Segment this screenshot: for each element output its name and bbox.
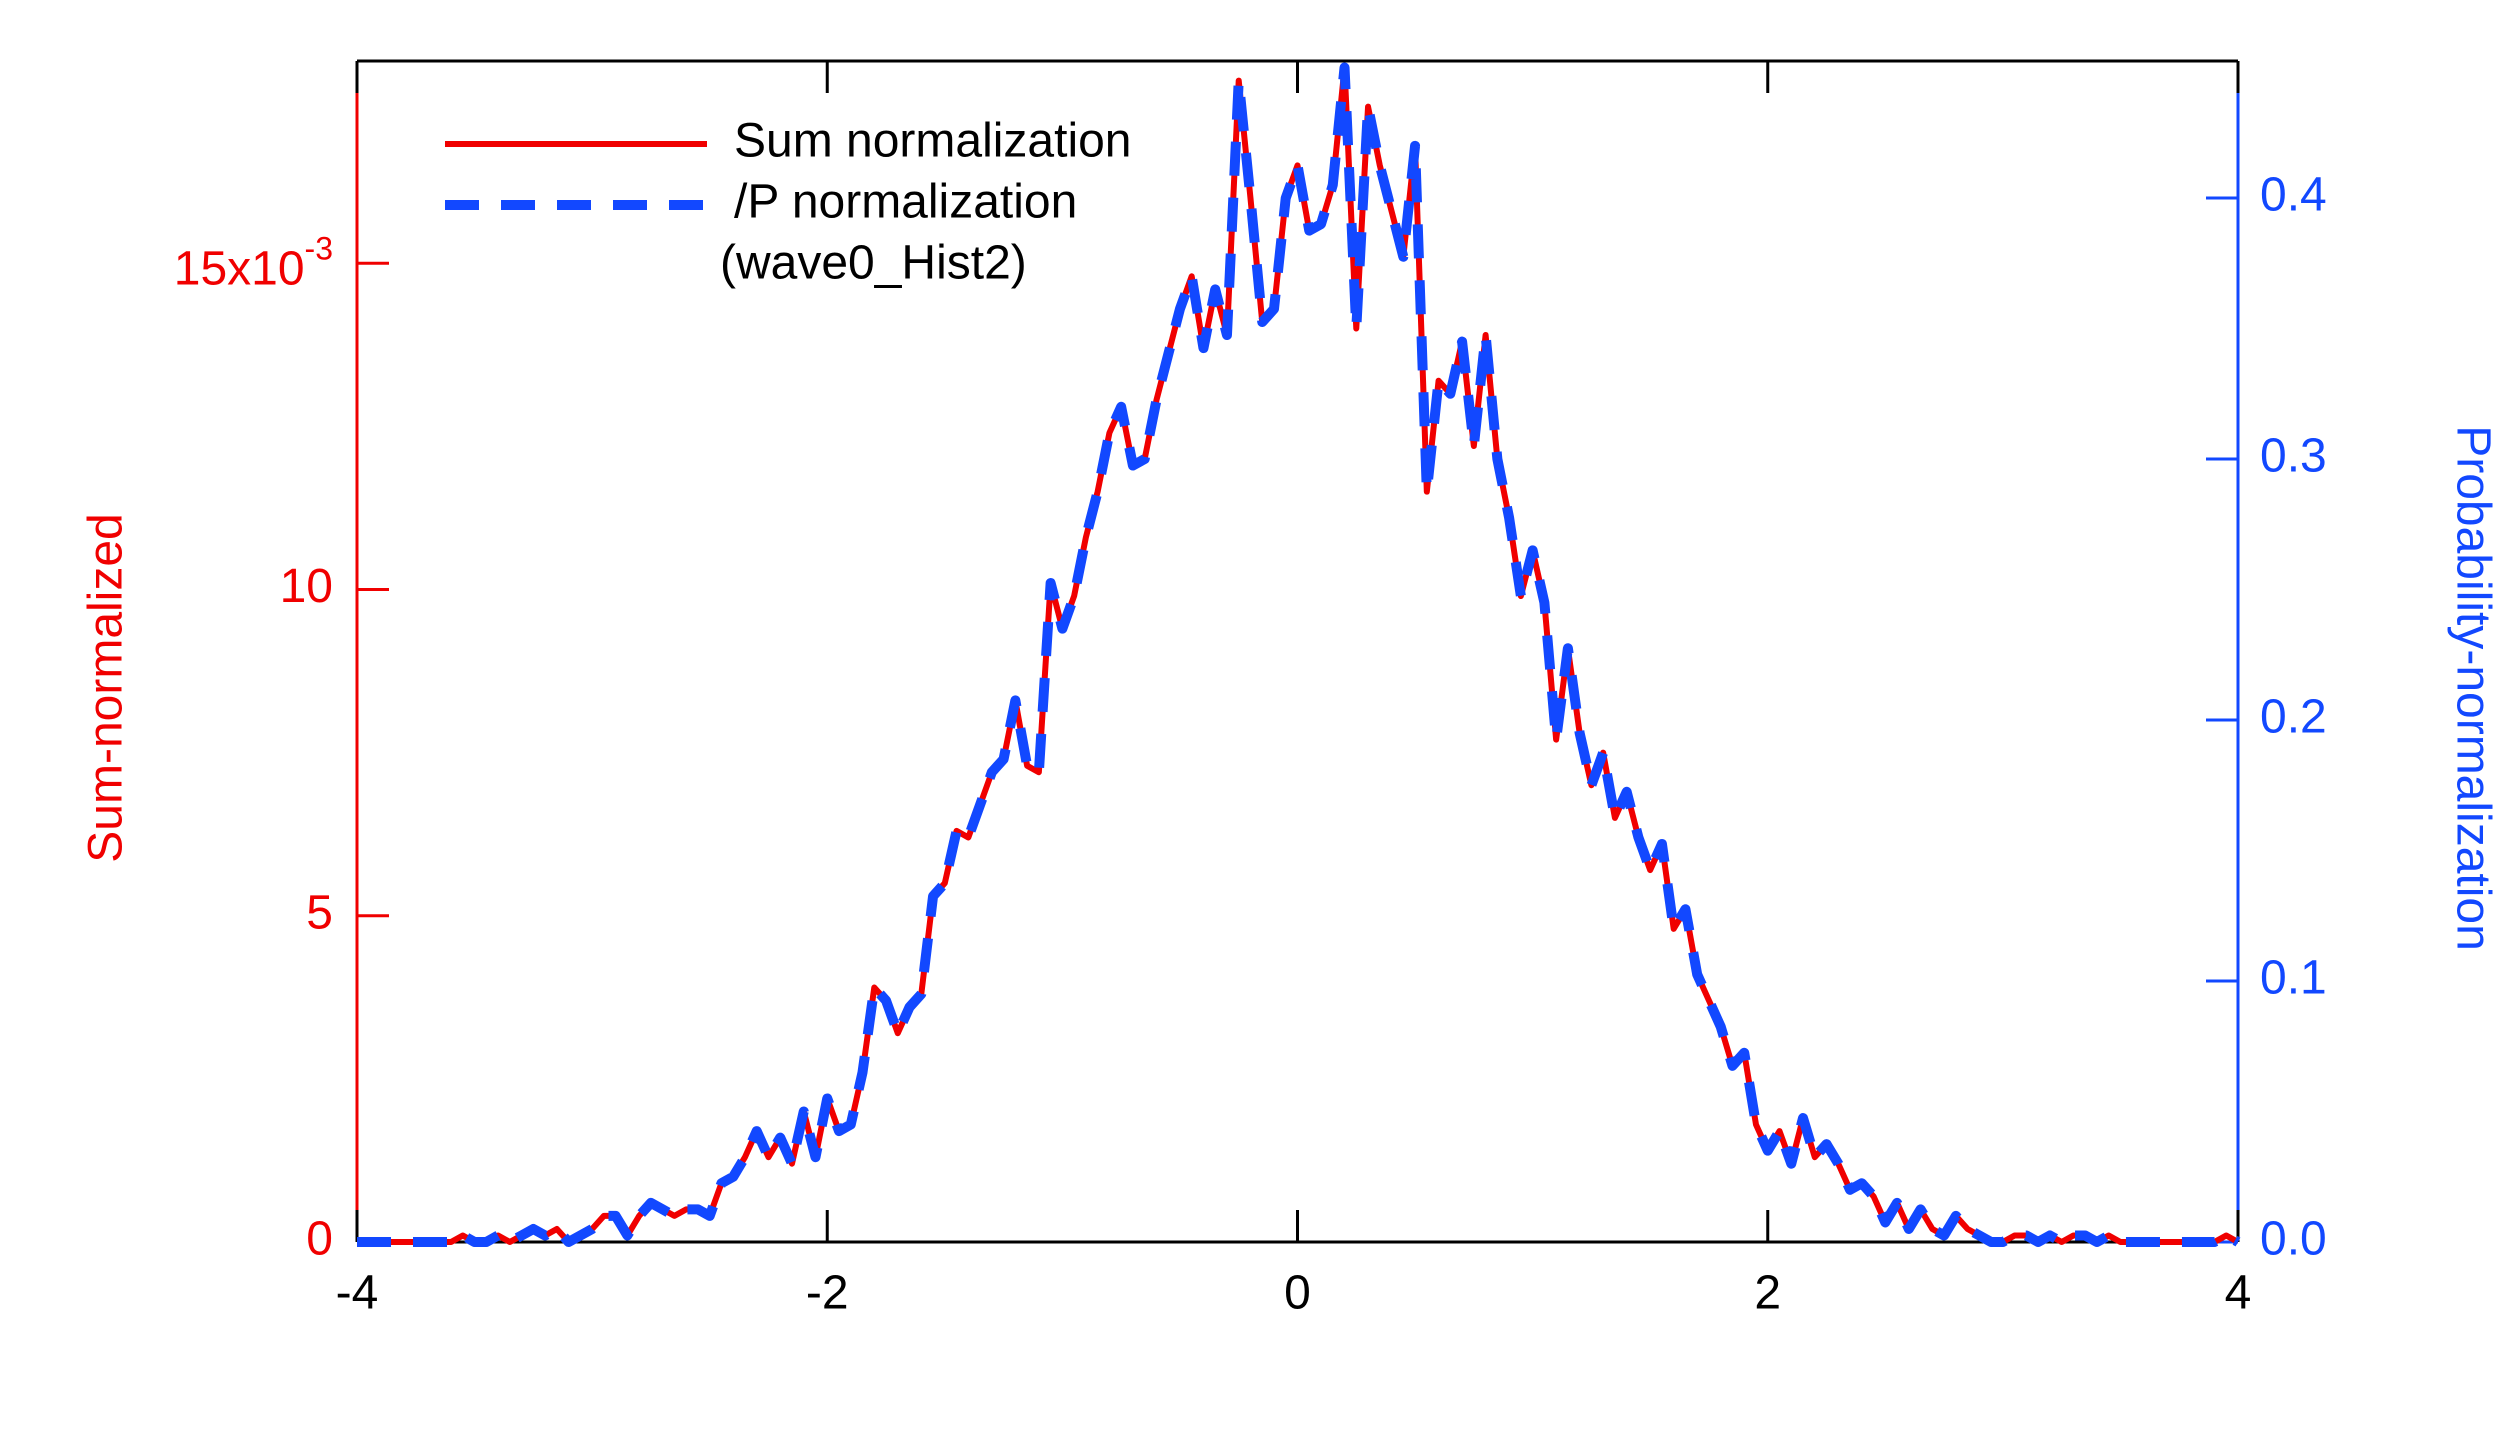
- y2-tick-label: 0.4: [2260, 169, 2327, 222]
- x-tick-label: 2: [1754, 1267, 1781, 1320]
- legend-label: Sum normalization: [734, 115, 1132, 168]
- x-tick-label: -2: [806, 1267, 849, 1320]
- y2-tick-label: 0.0: [2260, 1213, 2327, 1266]
- y-tick-label-exponent: -3: [305, 231, 333, 267]
- y2-tick-label: 0.3: [2260, 430, 2327, 483]
- y-tick-label-base: 15x10: [174, 242, 305, 295]
- legend-label: /P normalization: [734, 176, 1077, 229]
- series-line: [357, 64, 2240, 1245]
- x-tick-label: 4: [2225, 1267, 2252, 1320]
- x-tick-label: -4: [336, 1267, 379, 1320]
- series-line: [357, 62, 2241, 1247]
- y2-axis-label: Probability-normalization: [2446, 425, 2499, 951]
- y-tick-label: 5: [306, 886, 333, 939]
- y2-tick-label: 0.2: [2260, 691, 2327, 744]
- x-tick-label: 0: [1284, 1267, 1311, 1320]
- y2-tick-label: 0.1: [2260, 952, 2327, 1005]
- y-axis-label: Sum-normalized: [80, 513, 133, 862]
- y-tick-label: 0: [306, 1213, 333, 1266]
- y-tick-label: 10: [280, 560, 333, 613]
- y-tick-label: 15x10-3: [174, 231, 333, 295]
- legend-annotation: (wave0_Hist2): [720, 237, 1027, 290]
